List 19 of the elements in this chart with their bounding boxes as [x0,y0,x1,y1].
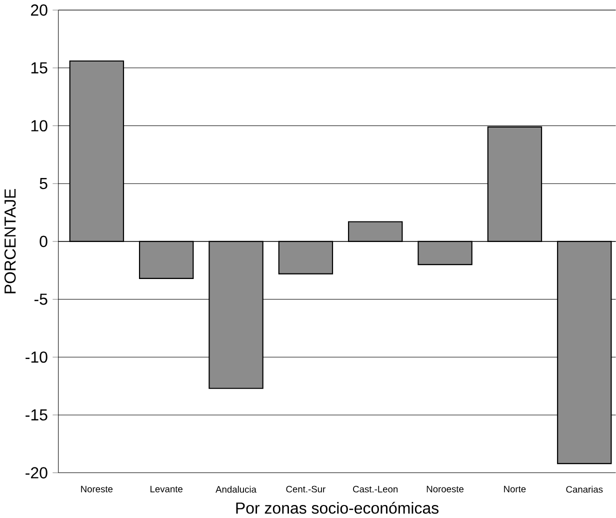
x-tick-label: Canarias [566,486,603,493]
x-tick-label: Norte [504,486,526,492]
y-tick-label: 0 [40,236,48,248]
x-tick-label: Levante [150,486,182,492]
x-tick-label: Andalucia [216,486,256,493]
x-tick-label: Cast.-Leon [353,486,398,492]
x-tick-label: Noroeste [426,486,464,492]
x-tick-label: Noreste [81,486,113,492]
x-tick-label: Cent.-Sur [286,486,326,492]
x-axis-title: Por zonas socio-económicas [236,502,439,514]
y-tick-label: 20 [30,4,48,16]
y-tick-label: 5 [40,178,48,190]
y-axis-title: PORCENTAJE [4,188,16,294]
y-tick-label: -10 [26,351,48,363]
y-tick-label: -5 [34,294,48,305]
y-tick-label: 15 [31,62,48,74]
y-tick-label: 10 [31,120,48,132]
y-tick-label: -15 [26,409,48,420]
y-tick-label: -20 [26,467,48,478]
